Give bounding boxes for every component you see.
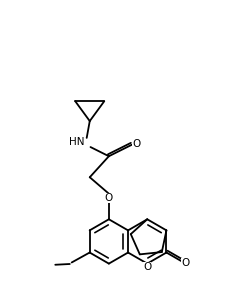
Text: O: O bbox=[181, 258, 189, 268]
Text: O: O bbox=[132, 139, 141, 149]
Text: O: O bbox=[105, 193, 113, 203]
Text: O: O bbox=[143, 262, 151, 272]
Text: HN: HN bbox=[68, 137, 84, 147]
